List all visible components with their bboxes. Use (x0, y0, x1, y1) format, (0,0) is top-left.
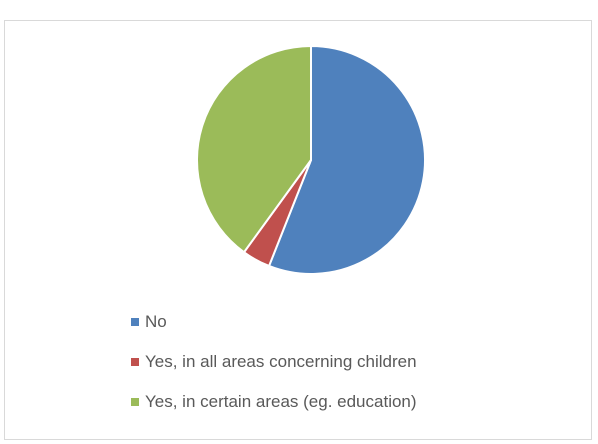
legend-item-yes-certain-areas: Yes, in certain areas (eg. education) (131, 392, 417, 412)
chart-legend: No Yes, in all areas concerning children… (131, 312, 417, 432)
pie-slice-yes-certain-areas (196, 45, 312, 254)
legend-label-no: No (145, 312, 167, 331)
legend-swatch-yes-certain-areas (131, 398, 139, 406)
legend-item-no: No (131, 312, 417, 332)
legend-swatch-yes-all-areas (131, 358, 139, 366)
legend-label-yes-certain-areas: Yes, in certain areas (eg. education) (145, 392, 417, 411)
legend-label-yes-all-areas: Yes, in all areas concerning children (145, 352, 417, 371)
legend-swatch-no (131, 318, 139, 326)
legend-item-yes-all-areas: Yes, in all areas concerning children (131, 352, 417, 372)
pie-slice-no (268, 45, 426, 275)
